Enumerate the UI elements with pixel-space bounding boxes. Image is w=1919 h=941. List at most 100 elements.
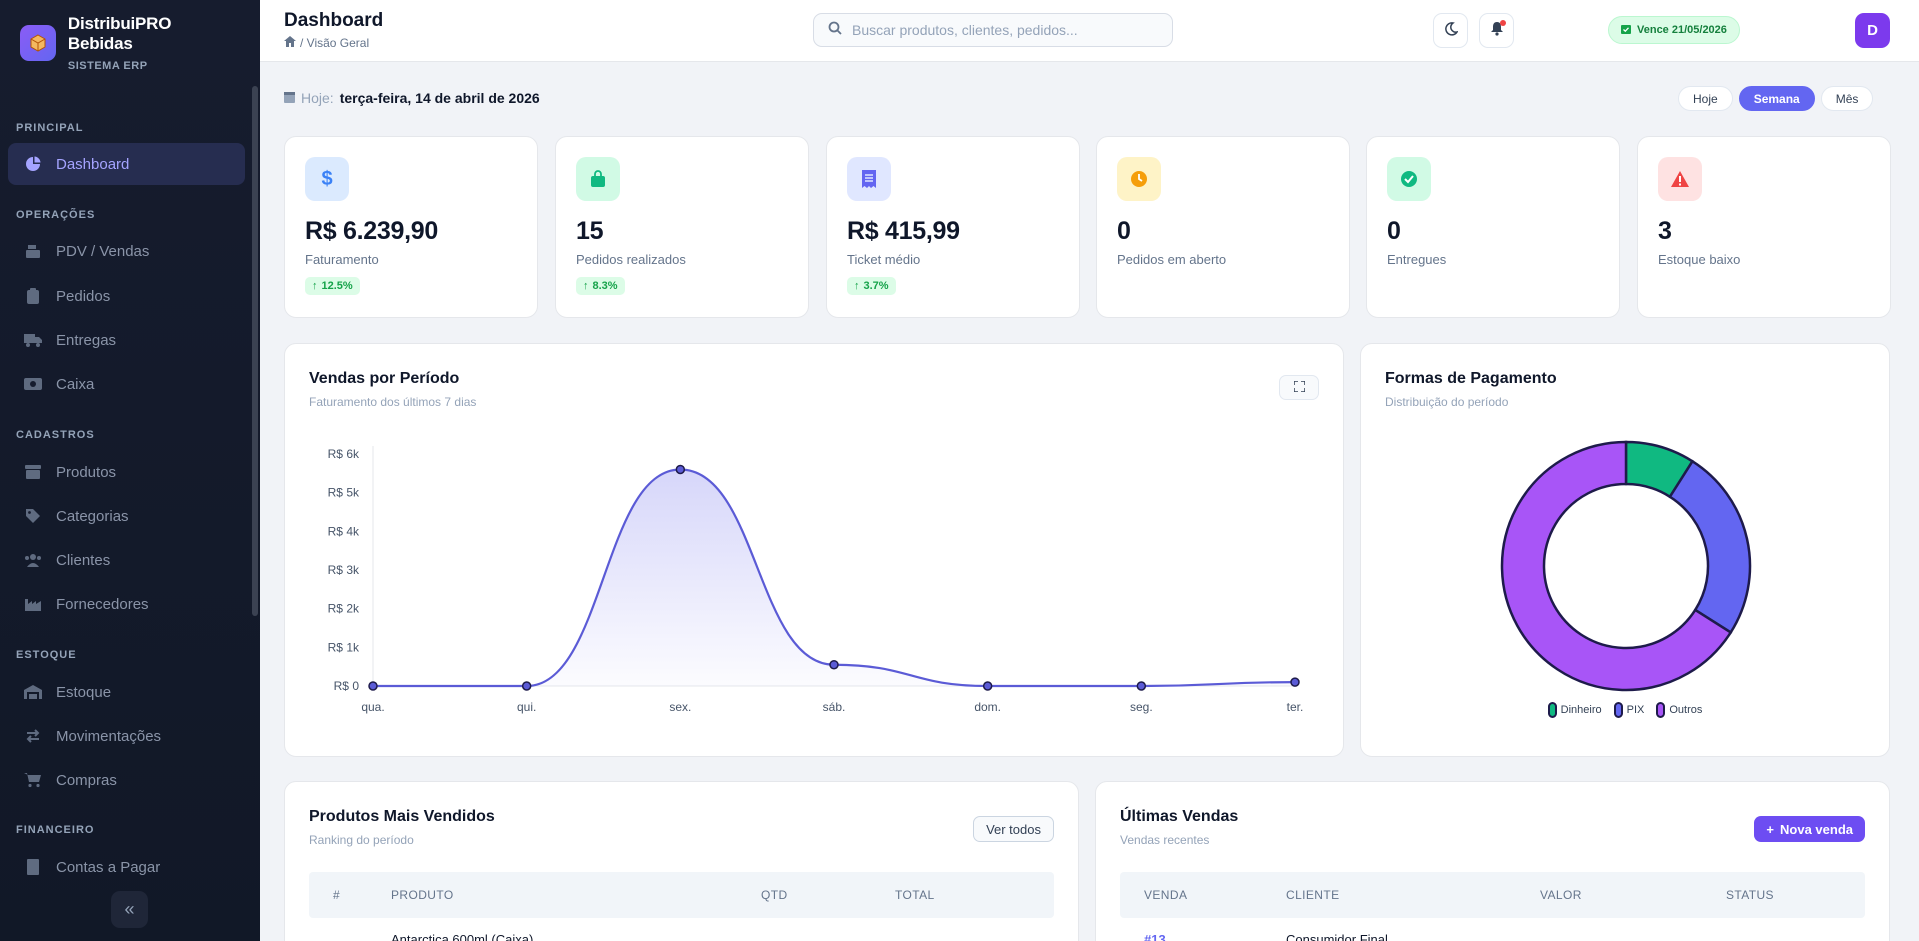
- data-point[interactable]: [675, 464, 686, 475]
- user-avatar[interactable]: D: [1855, 13, 1890, 48]
- topbar: Dashboard / Visão Geral Vence 21/05/2026…: [260, 0, 1919, 62]
- sidebar-item-estoque[interactable]: Estoque: [8, 671, 245, 713]
- notifications-button[interactable]: [1479, 13, 1514, 48]
- data-point[interactable]: [829, 659, 839, 670]
- expand-chart-button[interactable]: [1279, 375, 1319, 400]
- exchange-icon: [24, 727, 42, 745]
- kpi-delta-value: 12.5%: [321, 280, 353, 292]
- sidebar-item-clientes[interactable]: Clientes: [8, 539, 245, 581]
- legend-label: Dinheiro: [1560, 704, 1602, 716]
- column-header: TOTAL: [895, 888, 935, 902]
- view-all-button[interactable]: Ver todos: [973, 816, 1054, 842]
- sidebar-item-label: Entregas: [56, 331, 117, 349]
- brand-name: DistribuiPRO Bebidas: [67, 14, 172, 53]
- sidebar-item-produtos[interactable]: Produtos: [8, 451, 245, 493]
- period-hoje-button[interactable]: Hoje: [1678, 86, 1733, 111]
- box-logo-icon: [20, 25, 56, 61]
- truck-icon: [24, 331, 42, 349]
- period-mes-button[interactable]: Mês: [1820, 86, 1874, 111]
- recent-sales-panel: Últimas Vendas Vendas recentes + Nova ven…: [1095, 781, 1890, 941]
- collapse-sidebar-button[interactable]: «: [111, 891, 148, 928]
- panel-subtitle: Distribuição do período: [1385, 395, 1509, 409]
- data-point[interactable]: [982, 681, 993, 691]
- kpi-value: 0: [1387, 217, 1401, 245]
- chart-legend: Dinheiro PIX Outros: [1361, 702, 1889, 718]
- sidebar: DistribuiPRO Bebidas SISTEMA ERP PRINCIP…: [0, 0, 260, 941]
- x-tick-label: qui.: [517, 700, 536, 714]
- new-sale-button[interactable]: + Nova venda: [1754, 816, 1865, 842]
- double-chevron-left-icon: «: [124, 899, 135, 919]
- sidebar-item-contas-a-pagar[interactable]: Contas a Pagar: [8, 846, 245, 888]
- kpi-card-ticket-medio: R$ 415,99 Ticket médio ↑ 3.7%: [826, 136, 1080, 318]
- license-expiry-badge: Vence 21/05/2026: [1608, 16, 1740, 44]
- nav-section-financeiro: FINANCEIRO: [16, 824, 95, 836]
- kpi-value: R$ 6.239,90: [305, 217, 438, 245]
- sidebar-item-label: Fornecedores: [56, 595, 149, 613]
- sidebar-item-categorias[interactable]: Categorias: [8, 495, 245, 537]
- data-point[interactable]: [1290, 677, 1300, 687]
- panel-title: Últimas Vendas: [1120, 808, 1239, 825]
- kpi-delta-badge: ↑ 12.5%: [305, 277, 360, 295]
- panel-subtitle: Faturamento dos últimos 7 dias: [309, 395, 477, 409]
- home-icon[interactable]: [284, 36, 296, 50]
- column-header: QTD: [761, 888, 788, 902]
- sidebar-item-compras[interactable]: Compras: [8, 759, 245, 801]
- legend-item-outros[interactable]: Outros: [1656, 702, 1702, 718]
- warehouse-icon: [24, 683, 42, 701]
- sales-chart-panel: Vendas por Período Faturamento dos últim…: [284, 343, 1344, 757]
- clock-icon: [1117, 157, 1161, 201]
- pie-slice[interactable]: [1668, 459, 1752, 635]
- sidebar-item-dashboard[interactable]: Dashboard: [8, 143, 245, 185]
- product-name: Antarctica 600ml (Caixa): [391, 932, 534, 941]
- money-icon: [24, 375, 42, 393]
- panel-title: Vendas por Período: [309, 370, 460, 387]
- legend-label: PIX: [1626, 704, 1645, 716]
- panel-subtitle: Ranking do período: [309, 833, 414, 847]
- column-header: CLIENTE: [1286, 888, 1340, 902]
- series-line: [372, 468, 1296, 688]
- sidebar-item-fornecedores[interactable]: Fornecedores: [8, 583, 245, 625]
- sale-id-link[interactable]: #13: [1144, 932, 1166, 941]
- sidebar-item-label: Estoque: [56, 683, 112, 701]
- kpi-delta-value: 3.7%: [863, 280, 889, 292]
- column-header: VENDA: [1144, 888, 1188, 902]
- cart-icon: [24, 771, 42, 789]
- period-semana-button[interactable]: Semana: [1738, 86, 1815, 111]
- column-header: PRODUTO: [391, 888, 454, 902]
- sidebar-item-label: Categorias: [56, 507, 129, 525]
- data-point[interactable]: [1136, 681, 1147, 691]
- nav-section-cadastros: CADASTROS: [16, 429, 95, 441]
- y-tick-label: R$ 6k: [328, 447, 360, 461]
- data-point[interactable]: [521, 681, 532, 691]
- legend-item-pix[interactable]: PIX: [1613, 702, 1645, 718]
- pie-slice[interactable]: [1500, 440, 1733, 692]
- bell-icon: [1490, 21, 1504, 40]
- kpi-label: Estoque baixo: [1658, 252, 1741, 267]
- dark-mode-toggle[interactable]: [1433, 13, 1468, 48]
- sidebar-item-label: Produtos: [56, 463, 117, 481]
- clipboard-icon: [24, 287, 42, 305]
- arrow-up-icon: ↑: [583, 280, 589, 292]
- kpi-card-entregues: 0 Entregues: [1366, 136, 1620, 318]
- data-point[interactable]: [368, 681, 378, 691]
- kpi-value: 0: [1117, 217, 1131, 245]
- kpi-delta-value: 8.3%: [592, 280, 618, 292]
- sidebar-item-movimentacoes[interactable]: Movimentações: [8, 715, 245, 757]
- legend-swatch: [1656, 702, 1666, 718]
- calendar-icon: [284, 90, 295, 106]
- sidebar-scrollbar[interactable]: [252, 86, 258, 616]
- license-expiry-text: Vence 21/05/2026: [1637, 24, 1727, 36]
- sidebar-item-pedidos[interactable]: Pedidos: [8, 275, 245, 317]
- sidebar-item-caixa[interactable]: Caixa: [8, 363, 245, 405]
- payment-donut-chart: [1500, 440, 1752, 692]
- sidebar-item-pdv-vendas[interactable]: PDV / Vendas: [8, 230, 245, 272]
- invoice-icon: [24, 858, 42, 876]
- nav-section-principal: PRINCIPAL: [16, 122, 84, 134]
- sidebar-item-label: Contas a Pagar: [56, 858, 161, 876]
- y-tick-label: R$ 5k: [328, 486, 360, 500]
- legend-item-dinheiro[interactable]: Dinheiro: [1547, 702, 1602, 718]
- warning-icon: [1658, 157, 1702, 201]
- search-input[interactable]: [852, 22, 1152, 38]
- sidebar-item-entregas[interactable]: Entregas: [8, 319, 245, 361]
- search-box[interactable]: [813, 13, 1173, 47]
